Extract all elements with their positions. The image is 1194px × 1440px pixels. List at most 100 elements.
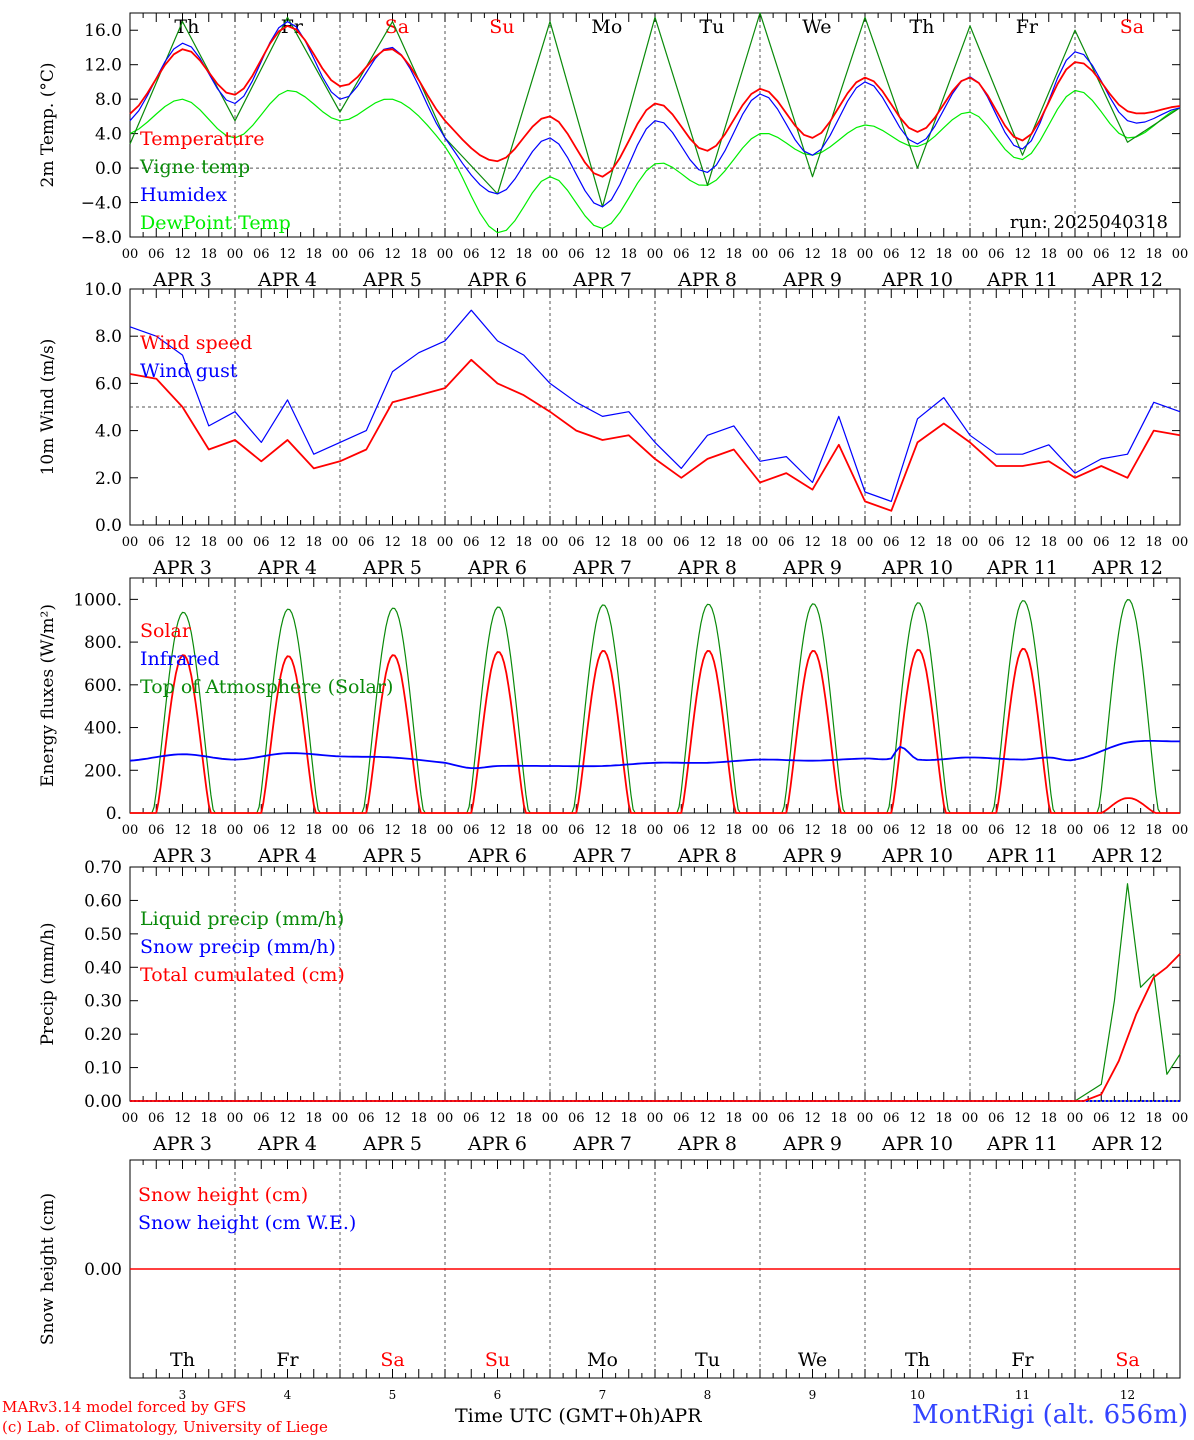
panel2-hour-label: 12 — [909, 535, 926, 550]
panel2-hour-label: 12 — [594, 535, 611, 550]
panel5-weekday-label: Su — [485, 1349, 510, 1371]
panel2-hour-label: 00 — [962, 535, 979, 550]
panel1-hour-label: 12 — [279, 247, 296, 262]
panel3-hour-label: 00 — [542, 823, 559, 838]
panel1-hour-label: 00 — [857, 247, 874, 262]
panel2-y-tick-label: 0.0 — [95, 516, 122, 536]
panel4-hour-label: 12 — [804, 1111, 821, 1126]
panel1-hour-label: 06 — [358, 247, 375, 262]
panel2-hour-label: 00 — [122, 535, 139, 550]
panel3-hour-label: 00 — [122, 823, 139, 838]
panel3-hour-label: 18 — [830, 823, 847, 838]
panel1-hour-label: 12 — [699, 247, 716, 262]
panel1-hour-label: 00 — [1172, 247, 1189, 262]
panel4-hour-label: 00 — [752, 1111, 769, 1126]
panel4-y-tick-label: 0.70 — [84, 858, 122, 878]
panel2-hour-label: 18 — [305, 535, 322, 550]
panel3-hour-label: 12 — [174, 823, 191, 838]
panel4-hour-label: 06 — [778, 1111, 795, 1126]
panel4-date-label: APR 11 — [986, 1133, 1058, 1155]
panel3-hour-label: 06 — [358, 823, 375, 838]
panel1-hour-label: 06 — [463, 247, 480, 262]
panel1-date-label: APR 10 — [881, 269, 953, 291]
panel2-legend-entry: Wind speed — [140, 332, 252, 354]
panel5-day-number: 10 — [910, 1388, 925, 1402]
panel1-hour-label: 12 — [1119, 247, 1136, 262]
panel1-legend-entry: Vigne temp — [139, 156, 250, 178]
lab-credit: (c) Lab. of Climatology, University of L… — [2, 1418, 328, 1436]
panel3-hour-label: 00 — [962, 823, 979, 838]
panel3-hour-label: 00 — [332, 823, 349, 838]
panel1-hour-label: 06 — [148, 247, 165, 262]
panel1-weekday-label: Th — [909, 16, 934, 38]
panel1-hour-label: 06 — [568, 247, 585, 262]
panel4-hour-label: 18 — [830, 1111, 847, 1126]
panel3-hour-label: 18 — [515, 823, 532, 838]
panel3-hour-label: 00 — [1172, 823, 1189, 838]
panel2-series-line — [129, 309, 1181, 502]
panel4-hour-label: 06 — [1093, 1111, 1110, 1126]
panel3-hour-label: 18 — [935, 823, 952, 838]
panel1-hour-label: 12 — [1014, 247, 1031, 262]
panel2-hour-label: 06 — [988, 535, 1005, 550]
panel1-legend-entry: DewPoint Temp — [140, 212, 291, 234]
panel4-hour-label: 18 — [200, 1111, 217, 1126]
panel1-date-label: APR 9 — [782, 269, 842, 291]
panel4-y-tick-label: 0.50 — [84, 925, 122, 945]
panel4-hour-label: 18 — [725, 1111, 742, 1126]
panel3-hour-label: 18 — [1040, 823, 1057, 838]
panel3-hour-label: 18 — [620, 823, 637, 838]
panel1-y-tick-label: 0.0 — [95, 159, 122, 179]
panel1-hour-label: 12 — [174, 247, 191, 262]
panel3-hour-label: 06 — [673, 823, 690, 838]
panel1-hour-label: 06 — [253, 247, 270, 262]
panel4-hour-label: 18 — [620, 1111, 637, 1126]
panel4-legend-entry: Snow precip (mm/h) — [140, 936, 336, 958]
panel4-hour-label: 00 — [332, 1111, 349, 1126]
panel1-hour-label: 06 — [988, 247, 1005, 262]
panel5-weekday-label: Fr — [1011, 1349, 1034, 1371]
panel4-date-label: APR 4 — [257, 1133, 317, 1155]
panel1-date-label: APR 11 — [986, 269, 1058, 291]
panel5-weekday-label: Th — [170, 1349, 195, 1371]
panel3-date-label: APR 3 — [152, 845, 212, 867]
panel2-date-label: APR 6 — [467, 557, 527, 579]
panel2-hour-label: 18 — [200, 535, 217, 550]
panel2-date-label: APR 3 — [152, 557, 212, 579]
panel3-hour-label: 12 — [1014, 823, 1031, 838]
panel2-hour-label: 00 — [1067, 535, 1084, 550]
panel2-series-line — [129, 358, 1181, 512]
panel4-legend-entry: Liquid precip (mm/h) — [140, 908, 344, 930]
panel2-hour-label: 00 — [227, 535, 244, 550]
panel1-date-label: APR 4 — [257, 269, 317, 291]
panel5-legend-entry: Snow height (cm) — [138, 1184, 308, 1206]
panel4-hour-label: 06 — [883, 1111, 900, 1126]
panel4-hour-label: 12 — [279, 1111, 296, 1126]
panel2-y-tick-label: 4.0 — [95, 422, 122, 442]
panel1-y-tick-label: 8.0 — [95, 90, 122, 110]
panel3-date-label: APR 6 — [467, 845, 527, 867]
panel4-hour-label: 12 — [1014, 1111, 1031, 1126]
panel1-hour-label: 12 — [909, 247, 926, 262]
panel4-hour-label: 06 — [253, 1111, 270, 1126]
panel3-hour-label: 00 — [752, 823, 769, 838]
panel1-hour-label: 12 — [384, 247, 401, 262]
panel3-date-label: APR 5 — [362, 845, 422, 867]
panel3-hour-label: 18 — [410, 823, 427, 838]
panel2-hour-label: 18 — [1040, 535, 1057, 550]
panel2-y-tick-label: 6.0 — [95, 374, 122, 394]
panel2-date-label: APR 7 — [572, 557, 632, 579]
panel1-hour-label: 00 — [332, 247, 349, 262]
panel4-date-label: APR 3 — [152, 1133, 212, 1155]
panel1-hour-label: 18 — [620, 247, 637, 262]
panel4-hour-label: 00 — [1172, 1111, 1189, 1126]
panel3-y-tick-label: 800. — [84, 633, 122, 653]
panel1-series-line — [129, 24, 1181, 178]
panel1-weekday-label: We — [802, 16, 831, 38]
panel2-hour-label: 12 — [699, 535, 716, 550]
panel5-day-number: 6 — [494, 1388, 502, 1402]
panel4-hour-label: 12 — [489, 1111, 506, 1126]
panel1-date-label: APR 5 — [362, 269, 422, 291]
panel2-y-tick-label: 10.0 — [84, 280, 122, 300]
